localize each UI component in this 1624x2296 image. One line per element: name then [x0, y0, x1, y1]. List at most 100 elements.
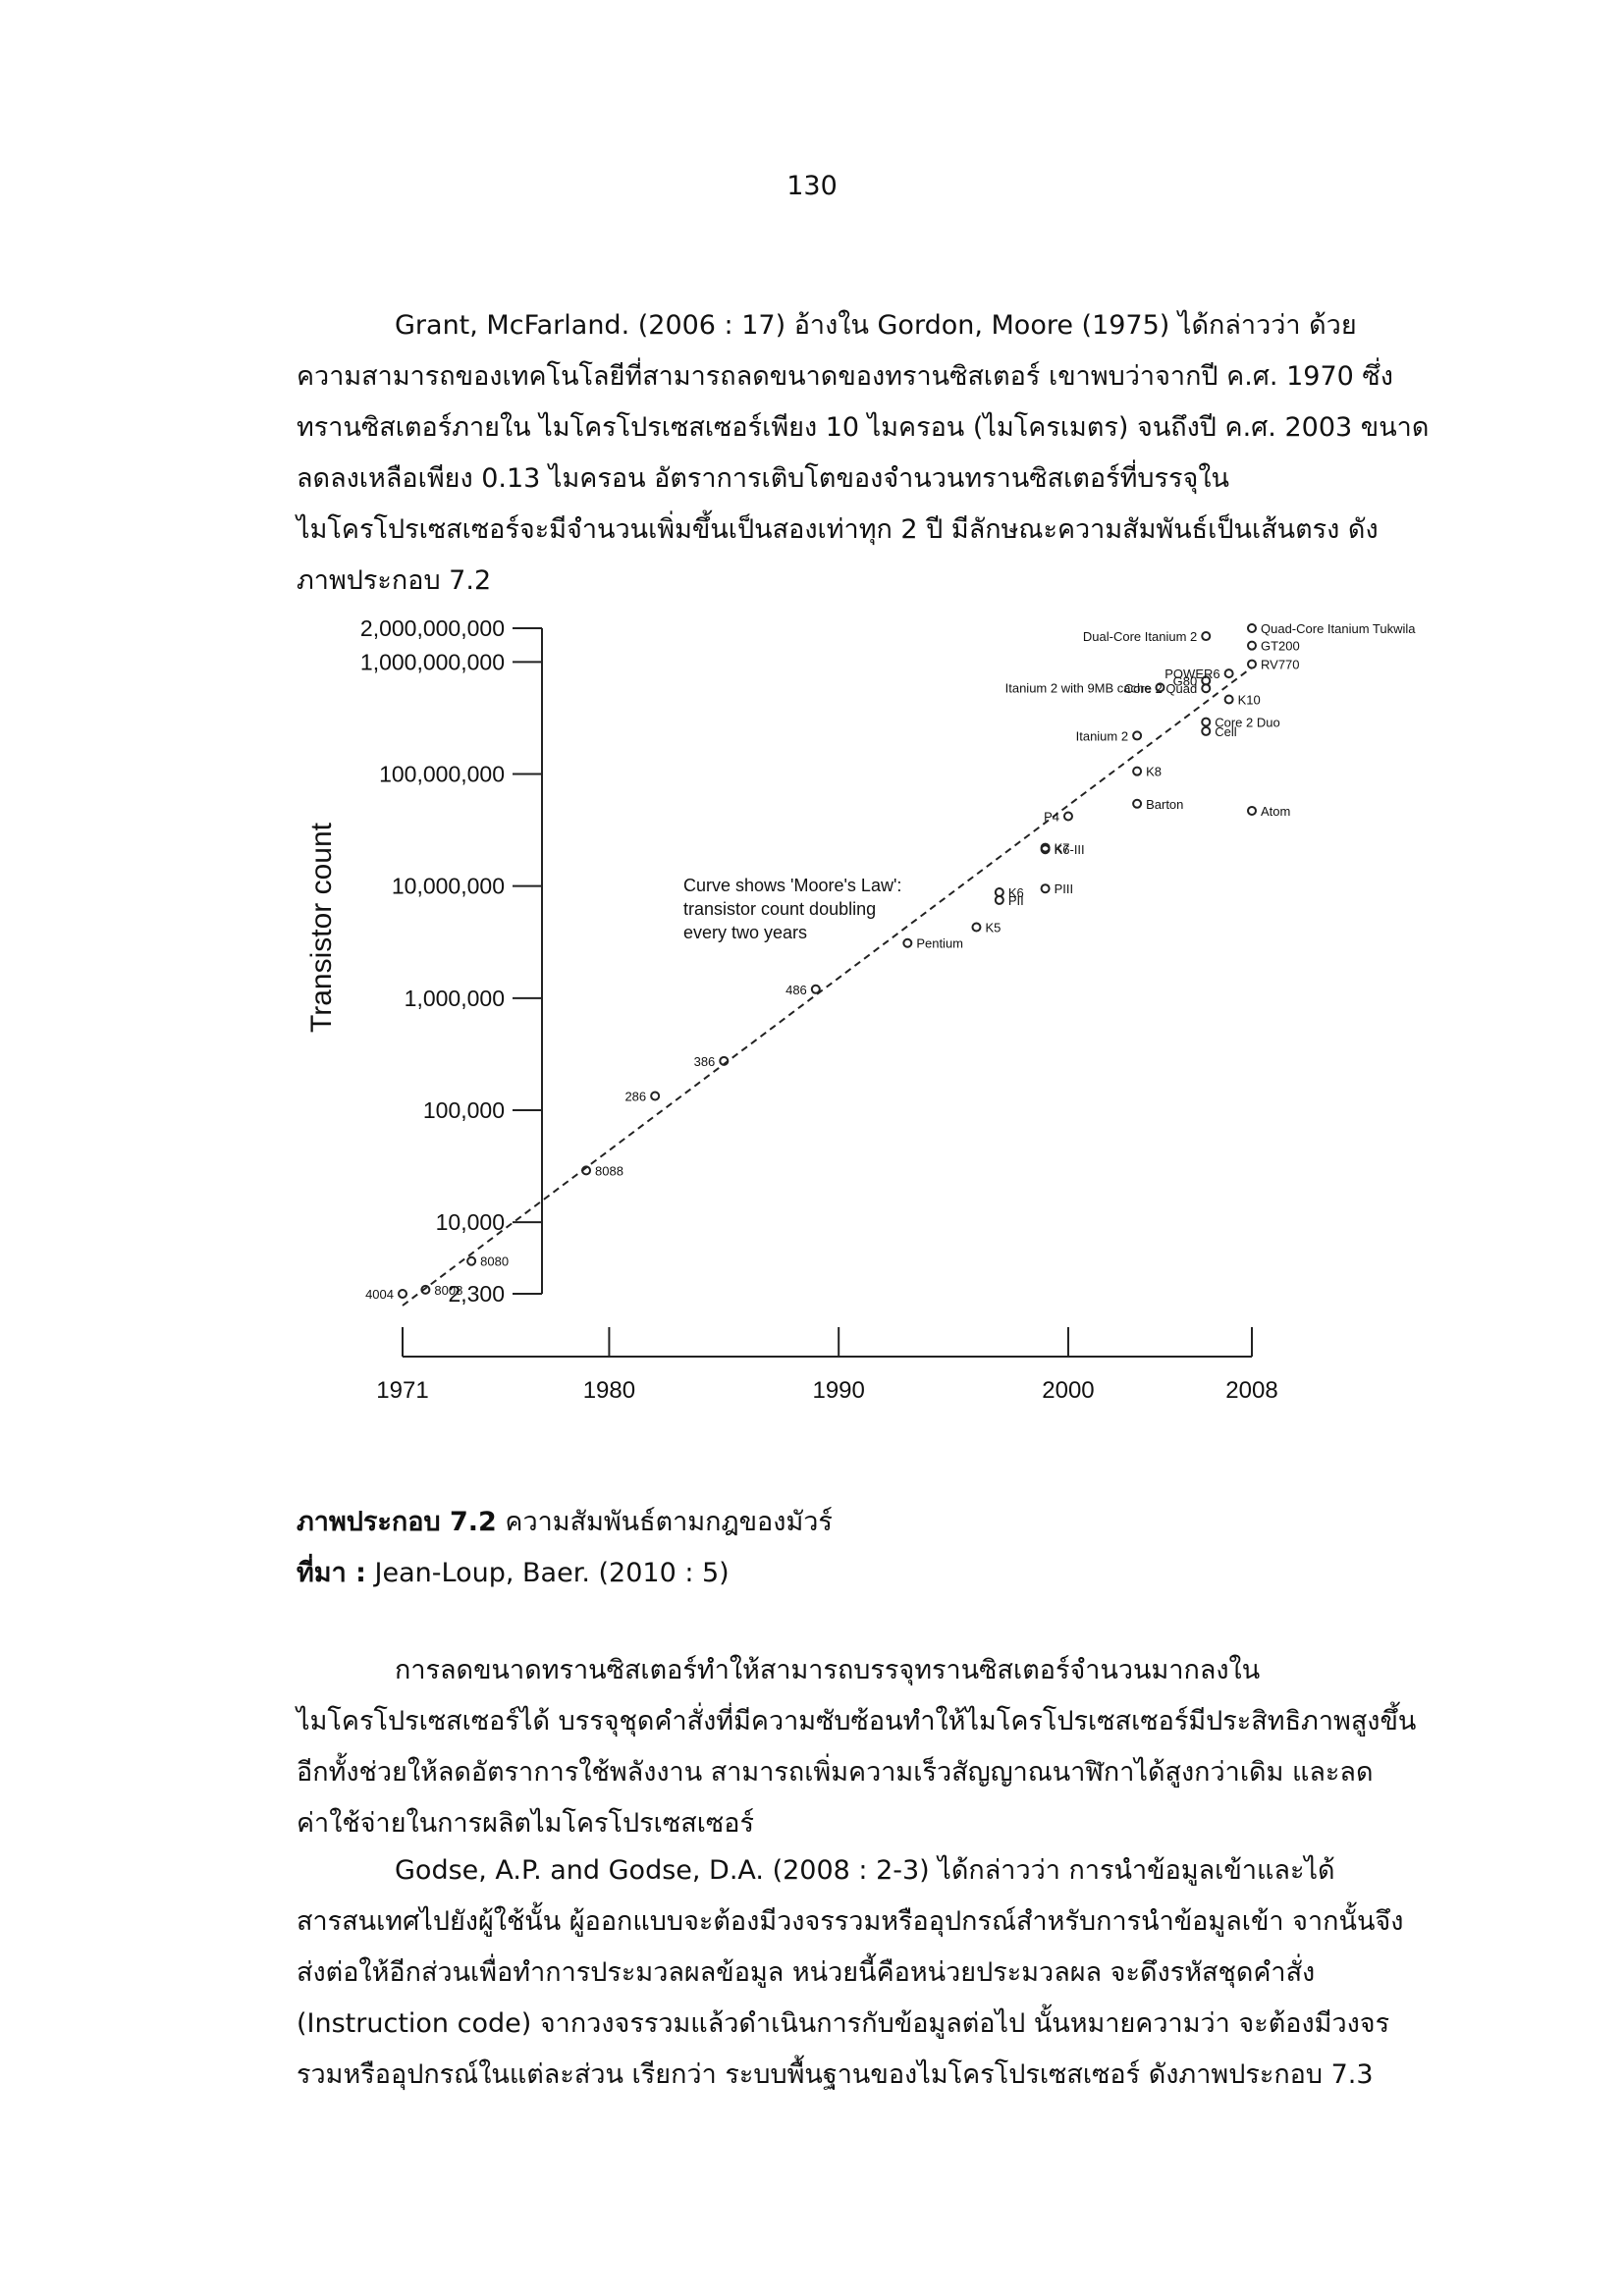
annotation-line: every two years — [683, 923, 807, 942]
data-point-label: POWER6 — [1164, 667, 1219, 681]
x-tick-label: 2008 — [1225, 1377, 1277, 1404]
data-point-label: K6-III — [1055, 842, 1085, 857]
data-point-label: Barton — [1146, 797, 1183, 812]
data-point-label: 8008 — [434, 1283, 462, 1298]
paragraph-line: การลดขนาดทรานซิสเตอร์ทำให้สามารถบรรจุทรา… — [395, 1655, 1261, 1685]
data-point-label: 286 — [624, 1089, 646, 1103]
data-point-label: Dual-Core Itanium 2 — [1083, 629, 1197, 644]
data-point — [1040, 883, 1051, 894]
x-tick-label: 2000 — [1042, 1377, 1094, 1404]
data-point — [581, 1165, 592, 1176]
data-point — [1201, 717, 1212, 727]
data-point-label: 8080 — [480, 1255, 509, 1269]
data-point-label: Core 2 Duo — [1215, 716, 1279, 730]
figure-caption: ภาพประกอบ 7.2 ความสัมพันธ์ตามกฎของมัวร์ — [297, 1498, 833, 1547]
data-point-label: 386 — [694, 1054, 716, 1069]
y-tick-label: 2,000,000,000 — [360, 618, 505, 641]
data-point-label: K7 — [1055, 841, 1070, 856]
x-tick-label: 1990 — [812, 1377, 864, 1404]
paragraph-line: Godse, A.P. and Godse, D.A. (2008 : 2-3)… — [395, 1855, 1335, 1886]
paragraph-line: ลดลงเหลือเพียง 0.13 ไมครอน อัตราการเติบโ… — [297, 463, 1229, 494]
chart-annotation: Curve shows 'Moore's Law': transistor cou… — [683, 876, 901, 942]
paragraph-3: Godse, A.P. and Godse, D.A. (2008 : 2-3)… — [297, 1845, 1426, 2101]
figure-source-text: Jean-Loup, Baer. (2010 : 5) — [365, 1558, 730, 1588]
paragraph-line: ส่งต่อให้อีกส่วนเพื่อทำการประมวลผลข้อมูล… — [297, 1957, 1316, 1988]
data-point — [1247, 623, 1257, 633]
y-tick-label: 10,000,000 — [392, 874, 505, 899]
paragraph-2: การลดขนาดทรานซิสเตอร์ทำให้สามารถบรรจุทรา… — [297, 1645, 1426, 1849]
data-point-label: Quad-Core Itanium Tukwila — [1261, 621, 1416, 636]
paragraph-line: ความสามารถของเทคโนโลยีที่สามารถลดขนาดของ… — [297, 361, 1393, 392]
data-point — [902, 937, 913, 948]
paragraph-line: ทรานซิสเตอร์ภายใน ไมโครโปรเซสเซอร์เพียง … — [297, 412, 1430, 443]
figure-caption-label: ภาพประกอบ 7.2 — [297, 1507, 497, 1537]
annotation-line: transistor count doubling — [683, 899, 876, 919]
data-point — [810, 984, 821, 994]
y-tick-label: 100,000 — [423, 1097, 505, 1123]
data-point-label: P4 — [1044, 810, 1059, 825]
paragraph-line: ค่าใช้จ่ายในการผลิตไมโครโปรเซสเซอร์ — [297, 1808, 754, 1839]
y-tick-label: 1,000,000,000 — [360, 649, 505, 674]
data-point-label: Itanium 2 with 9MB cache — [1005, 680, 1152, 695]
paragraph-line: อีกทั้งช่วยให้ลดอัตราการใช้พลังงาน สามาร… — [297, 1757, 1374, 1788]
data-point — [420, 1284, 431, 1295]
moores-law-trend-line — [402, 667, 1253, 1307]
y-tick-label: 1,000,000 — [405, 986, 505, 1011]
data-point — [1062, 811, 1073, 822]
data-point — [1132, 766, 1143, 776]
data-point-label: K5 — [985, 921, 1001, 935]
y-tick-label: 2,300 — [448, 1281, 505, 1307]
paragraph-line: ไมโครโปรเซสเซอร์จะมีจำนวนเพิ่มขึ้นเป็นสอ… — [297, 514, 1379, 545]
data-point-label: 486 — [785, 983, 807, 997]
data-point — [1132, 730, 1143, 741]
data-point — [994, 887, 1004, 898]
data-point — [1223, 694, 1234, 705]
y-tick-label: 100,000,000 — [379, 762, 505, 787]
data-point-label: Cell — [1215, 724, 1237, 739]
x-tick-label: 1971 — [376, 1377, 428, 1404]
paragraph-line: รวมหรืออุปกรณ์ในแต่ละส่วน เรียกว่า ระบบพ… — [297, 2059, 1374, 2090]
paragraph-line: ภาพประกอบ 7.2 — [297, 565, 492, 596]
data-point-label: PII — [1008, 893, 1024, 908]
data-point — [971, 922, 982, 933]
annotation-line: Curve shows 'Moore's Law': — [683, 876, 901, 895]
data-point-label: K8 — [1146, 765, 1162, 779]
figure-source: ที่มา : Jean-Loup, Baer. (2010 : 5) — [297, 1549, 730, 1598]
chart-axes: 2,000,000,000 1,000,000,000 100,000,000 10,… — [305, 618, 1278, 1404]
y-tick-label: 10,000 — [436, 1209, 505, 1235]
data-point-label: Pentium — [916, 936, 963, 951]
data-point — [1247, 659, 1257, 669]
page-number: 130 — [786, 171, 838, 201]
data-point — [650, 1091, 661, 1101]
x-tick-label: 1980 — [583, 1377, 635, 1404]
data-point — [1040, 842, 1051, 853]
paragraph-line: Grant, McFarland. (2006 : 17) อ้างใน Gor… — [395, 310, 1357, 341]
data-point — [1155, 682, 1165, 693]
data-point — [1247, 805, 1257, 816]
paragraph-line: ไมโครโปรเซสเซอร์ได้ บรรจุชุดคำสั่งที่มีค… — [297, 1706, 1417, 1736]
data-point-label: Core 2 Quad — [1124, 681, 1197, 696]
paragraph-line: (Instruction code) จากวงจรรวมแล้วดำเนินก… — [297, 2008, 1390, 2039]
paragraph-1: Grant, McFarland. (2006 : 17) อ้างใน Gor… — [297, 300, 1430, 607]
figure-source-label: ที่มา : — [297, 1558, 366, 1588]
data-point — [466, 1255, 477, 1266]
data-point — [398, 1289, 407, 1299]
data-point-label: K10 — [1238, 693, 1261, 708]
data-point-label: PIII — [1055, 881, 1074, 896]
moores-law-chart: 2,000,000,000 1,000,000,000 100,000,000 10,… — [305, 618, 1416, 1404]
data-point — [1201, 675, 1212, 686]
data-point — [719, 1055, 730, 1066]
data-point — [1223, 668, 1234, 679]
data-point-label: K6 — [1008, 885, 1024, 900]
figure-caption-text: ความสัมพันธ์ตามกฎของมัวร์ — [496, 1507, 833, 1537]
data-point — [1247, 640, 1257, 651]
data-point — [1201, 725, 1212, 736]
data-point — [1201, 631, 1212, 642]
y-axis-title: Transistor count — [305, 822, 338, 1033]
paragraph-line: สารสนเทศไปยังผู้ใช้นั้น ผู้ออกแบบจะต้องม… — [297, 1906, 1404, 1937]
data-point-label: Itanium 2 — [1076, 728, 1128, 743]
data-point-label: 8088 — [595, 1163, 623, 1178]
data-point — [994, 894, 1004, 905]
data-point — [1132, 798, 1143, 809]
